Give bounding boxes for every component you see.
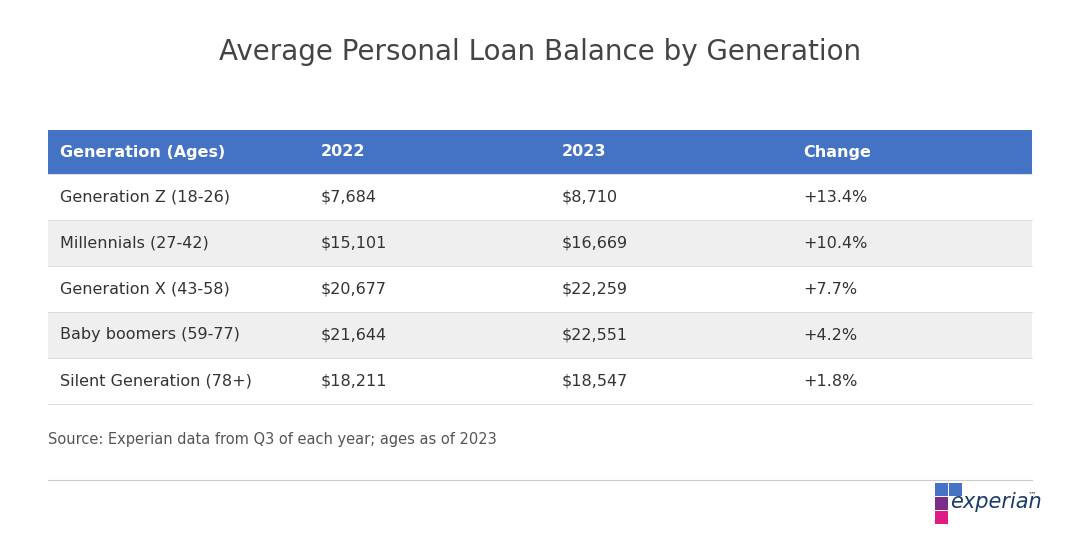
Text: Millennials (27-42): Millennials (27-42) [60, 236, 208, 250]
Text: 2022: 2022 [321, 145, 365, 159]
Text: Baby boomers (59-77): Baby boomers (59-77) [60, 327, 240, 343]
Text: +4.2%: +4.2% [802, 327, 858, 343]
Text: Average Personal Loan Balance by Generation: Average Personal Loan Balance by Generat… [219, 38, 861, 66]
Text: $21,644: $21,644 [321, 327, 387, 343]
Text: $8,710: $8,710 [562, 190, 618, 204]
Text: $15,101: $15,101 [321, 236, 387, 250]
Text: Generation X (43-58): Generation X (43-58) [60, 281, 230, 296]
Text: experian: experian [950, 492, 1042, 512]
Text: $18,547: $18,547 [562, 373, 629, 389]
Text: +13.4%: +13.4% [802, 190, 867, 204]
Text: $16,669: $16,669 [562, 236, 627, 250]
Text: +10.4%: +10.4% [802, 236, 867, 250]
Text: $18,211: $18,211 [321, 373, 388, 389]
Text: Generation Z (18-26): Generation Z (18-26) [60, 190, 230, 204]
Text: +1.8%: +1.8% [802, 373, 858, 389]
Text: Source: Experian data from Q3 of each year; ages as of 2023: Source: Experian data from Q3 of each ye… [48, 432, 497, 447]
Text: $22,259: $22,259 [562, 281, 627, 296]
Text: ™: ™ [1028, 491, 1036, 500]
Text: 2023: 2023 [562, 145, 606, 159]
Text: $7,684: $7,684 [321, 190, 377, 204]
Text: $22,551: $22,551 [562, 327, 627, 343]
Text: Silent Generation (78+): Silent Generation (78+) [60, 373, 252, 389]
Text: $20,677: $20,677 [321, 281, 387, 296]
Text: Generation (Ages): Generation (Ages) [60, 145, 226, 159]
Text: Change: Change [802, 145, 870, 159]
Text: +7.7%: +7.7% [802, 281, 858, 296]
